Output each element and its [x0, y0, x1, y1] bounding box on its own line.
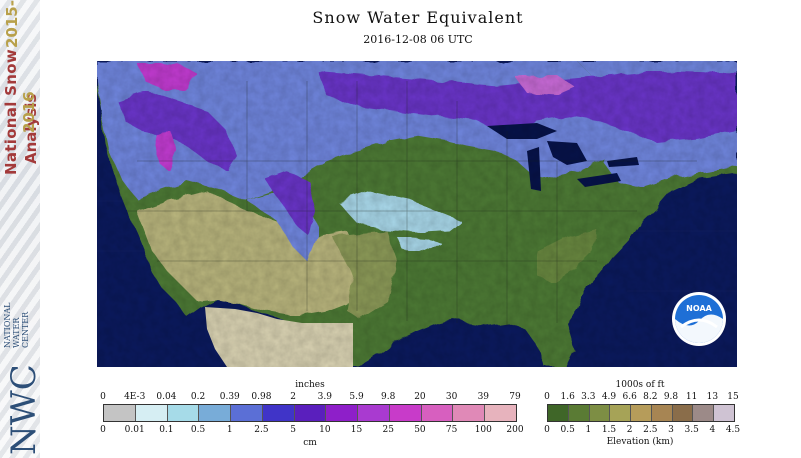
elevation-km-tick-label: 3.5 [684, 425, 699, 435]
terrain-texture [97, 61, 737, 367]
sidebar-banner: National Snow Analysis 2015- 2016 NWC NA… [0, 0, 40, 458]
nwc-name-line1: NATIONAL [3, 302, 12, 348]
elevation-km-tick-label: 0 [544, 425, 550, 435]
swe-inch-tick-label: 5.9 [349, 392, 364, 402]
swe-cm-tick-label: 0.1 [159, 425, 174, 435]
swe-cm-tick-label: 100 [474, 425, 492, 435]
swe-cm-tick-label: 0.01 [124, 425, 145, 435]
swe-inch-tick-label: 20 [414, 392, 426, 402]
elevation-ft-tick-label: 6.6 [622, 392, 637, 402]
swe-legend-swatch [167, 405, 200, 421]
elevation-legend-units-bottom: Elevation (km) [606, 437, 674, 447]
elevation-legend-units-top: 1000s of ft [615, 380, 665, 390]
swe-cm-tick-label: 10 [319, 425, 331, 435]
swe-cm-tick-label: 2.5 [254, 425, 269, 435]
elevation-legend-swatch [589, 405, 611, 421]
swe-inch-tick-label: 79 [509, 392, 521, 402]
elevation-ft-tick-label: 0 [544, 392, 550, 402]
elevation-ft-tick-label: 8.2 [643, 392, 658, 402]
swe-legend-swatch [453, 405, 486, 421]
swe-legend-swatch [485, 405, 516, 421]
swe-legend-swatch [231, 405, 263, 421]
noaa-logo: NOAA [672, 292, 726, 346]
elevation-legend-swatch [568, 405, 590, 421]
elevation-legend-swatch [693, 405, 715, 421]
elevation-ft-tick-label: 1.6 [560, 392, 575, 402]
elevation-ft-tick-label: 11 [685, 392, 698, 402]
swe-cm-tick-label: 15 [350, 425, 363, 435]
swe-legend-swatch [104, 405, 136, 421]
swe-cm-tick-label: 50 [414, 425, 426, 435]
elevation-legend-swatch [672, 405, 694, 421]
swe-inch-tick-label: 0.98 [251, 392, 272, 402]
swe-inch-tick-label: 30 [445, 392, 458, 402]
elevation-ft-tick-label: 13 [706, 392, 719, 402]
swe-inch-tick-label: 0.2 [190, 392, 206, 402]
swe-legend-colorbar [103, 404, 517, 422]
nwc-logo-text: NWC [4, 364, 40, 455]
elevation-legend-swatch [548, 405, 569, 421]
swe-legend-swatch [389, 405, 422, 421]
swe-legend-units-bottom: cm [303, 438, 317, 448]
swe-inch-tick-label: 0 [100, 392, 106, 402]
swe-inch-tick-label: 2 [290, 392, 297, 402]
state-borders [127, 81, 697, 326]
elevation-legend-swatch [714, 405, 735, 421]
elevation-legend-swatch [631, 405, 652, 421]
elevation-km-tick-label: 1.5 [601, 425, 617, 435]
swe-inch-tick-label: 0.39 [219, 392, 240, 402]
elevation-legend-swatch [651, 405, 673, 421]
elevation-ft-tick-label: 9.8 [663, 392, 679, 402]
snow-texture [0, 0, 40, 458]
elevation-ft-tick-label: 15 [727, 392, 739, 402]
elevation-km-tick-label: 1 [585, 425, 592, 435]
swe-map: NOAA [97, 61, 737, 367]
noaa-logo-text: NOAA [686, 304, 712, 313]
swe-cm-tick-label: 25 [382, 425, 394, 435]
map-timestamp: 2016-12-08 06 UTC [363, 33, 473, 46]
elevation-km-tick-label: 4 [709, 425, 716, 435]
swe-legend-units-top: inches [295, 380, 325, 390]
swe-legend-swatch [135, 405, 168, 421]
swe-inch-tick-label: 3.9 [317, 392, 333, 402]
swe-legend-swatch [199, 405, 232, 421]
swe-cm-tick-label: 1 [226, 425, 233, 435]
swe-cm-tick-label: 200 [506, 425, 524, 435]
program-years-line2: 2016 [20, 91, 38, 133]
swe-legend-swatch [421, 405, 454, 421]
elevation-legend-swatch [610, 405, 632, 421]
nwc-name-line2: WATER [12, 317, 21, 348]
elevation-km-tick-label: 0.5 [560, 425, 575, 435]
elevation-km-tick-label: 3 [668, 425, 674, 435]
swe-cm-tick-label: 75 [445, 425, 458, 435]
map-title: Snow Water Equivalent [312, 8, 524, 27]
nwc-name: NATIONAL WATER CENTER [3, 303, 30, 348]
elevation-km-tick-label: 4.5 [725, 425, 741, 435]
swe-legend-swatch [326, 405, 359, 421]
program-title-line1: National Snow [2, 48, 20, 175]
elevation-km-tick-label: 2 [626, 425, 633, 435]
swe-inch-tick-label: 0.04 [156, 392, 177, 402]
elevation-km-tick-label: 2.5 [643, 425, 658, 435]
swe-inch-tick-label: 4E-3 [124, 392, 146, 402]
swe-inch-tick-label: 39 [477, 392, 490, 402]
elevation-legend-colorbar [547, 404, 735, 422]
swe-cm-tick-label: 0.5 [190, 425, 206, 435]
swe-cm-tick-label: 5 [290, 425, 297, 435]
swe-cm-tick-label: 0 [100, 425, 106, 435]
nwc-name-line3: CENTER [21, 311, 30, 348]
elevation-ft-tick-label: 4.9 [601, 392, 617, 402]
swe-inch-tick-label: 9.8 [381, 392, 396, 402]
swe-legend-swatch [294, 405, 327, 421]
swe-legend-swatch [262, 405, 295, 421]
swe-legend-swatch [358, 405, 390, 421]
elevation-ft-tick-label: 3.3 [581, 392, 596, 402]
